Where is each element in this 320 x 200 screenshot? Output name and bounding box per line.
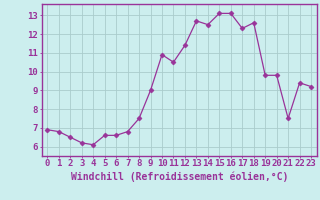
X-axis label: Windchill (Refroidissement éolien,°C): Windchill (Refroidissement éolien,°C): [70, 171, 288, 182]
